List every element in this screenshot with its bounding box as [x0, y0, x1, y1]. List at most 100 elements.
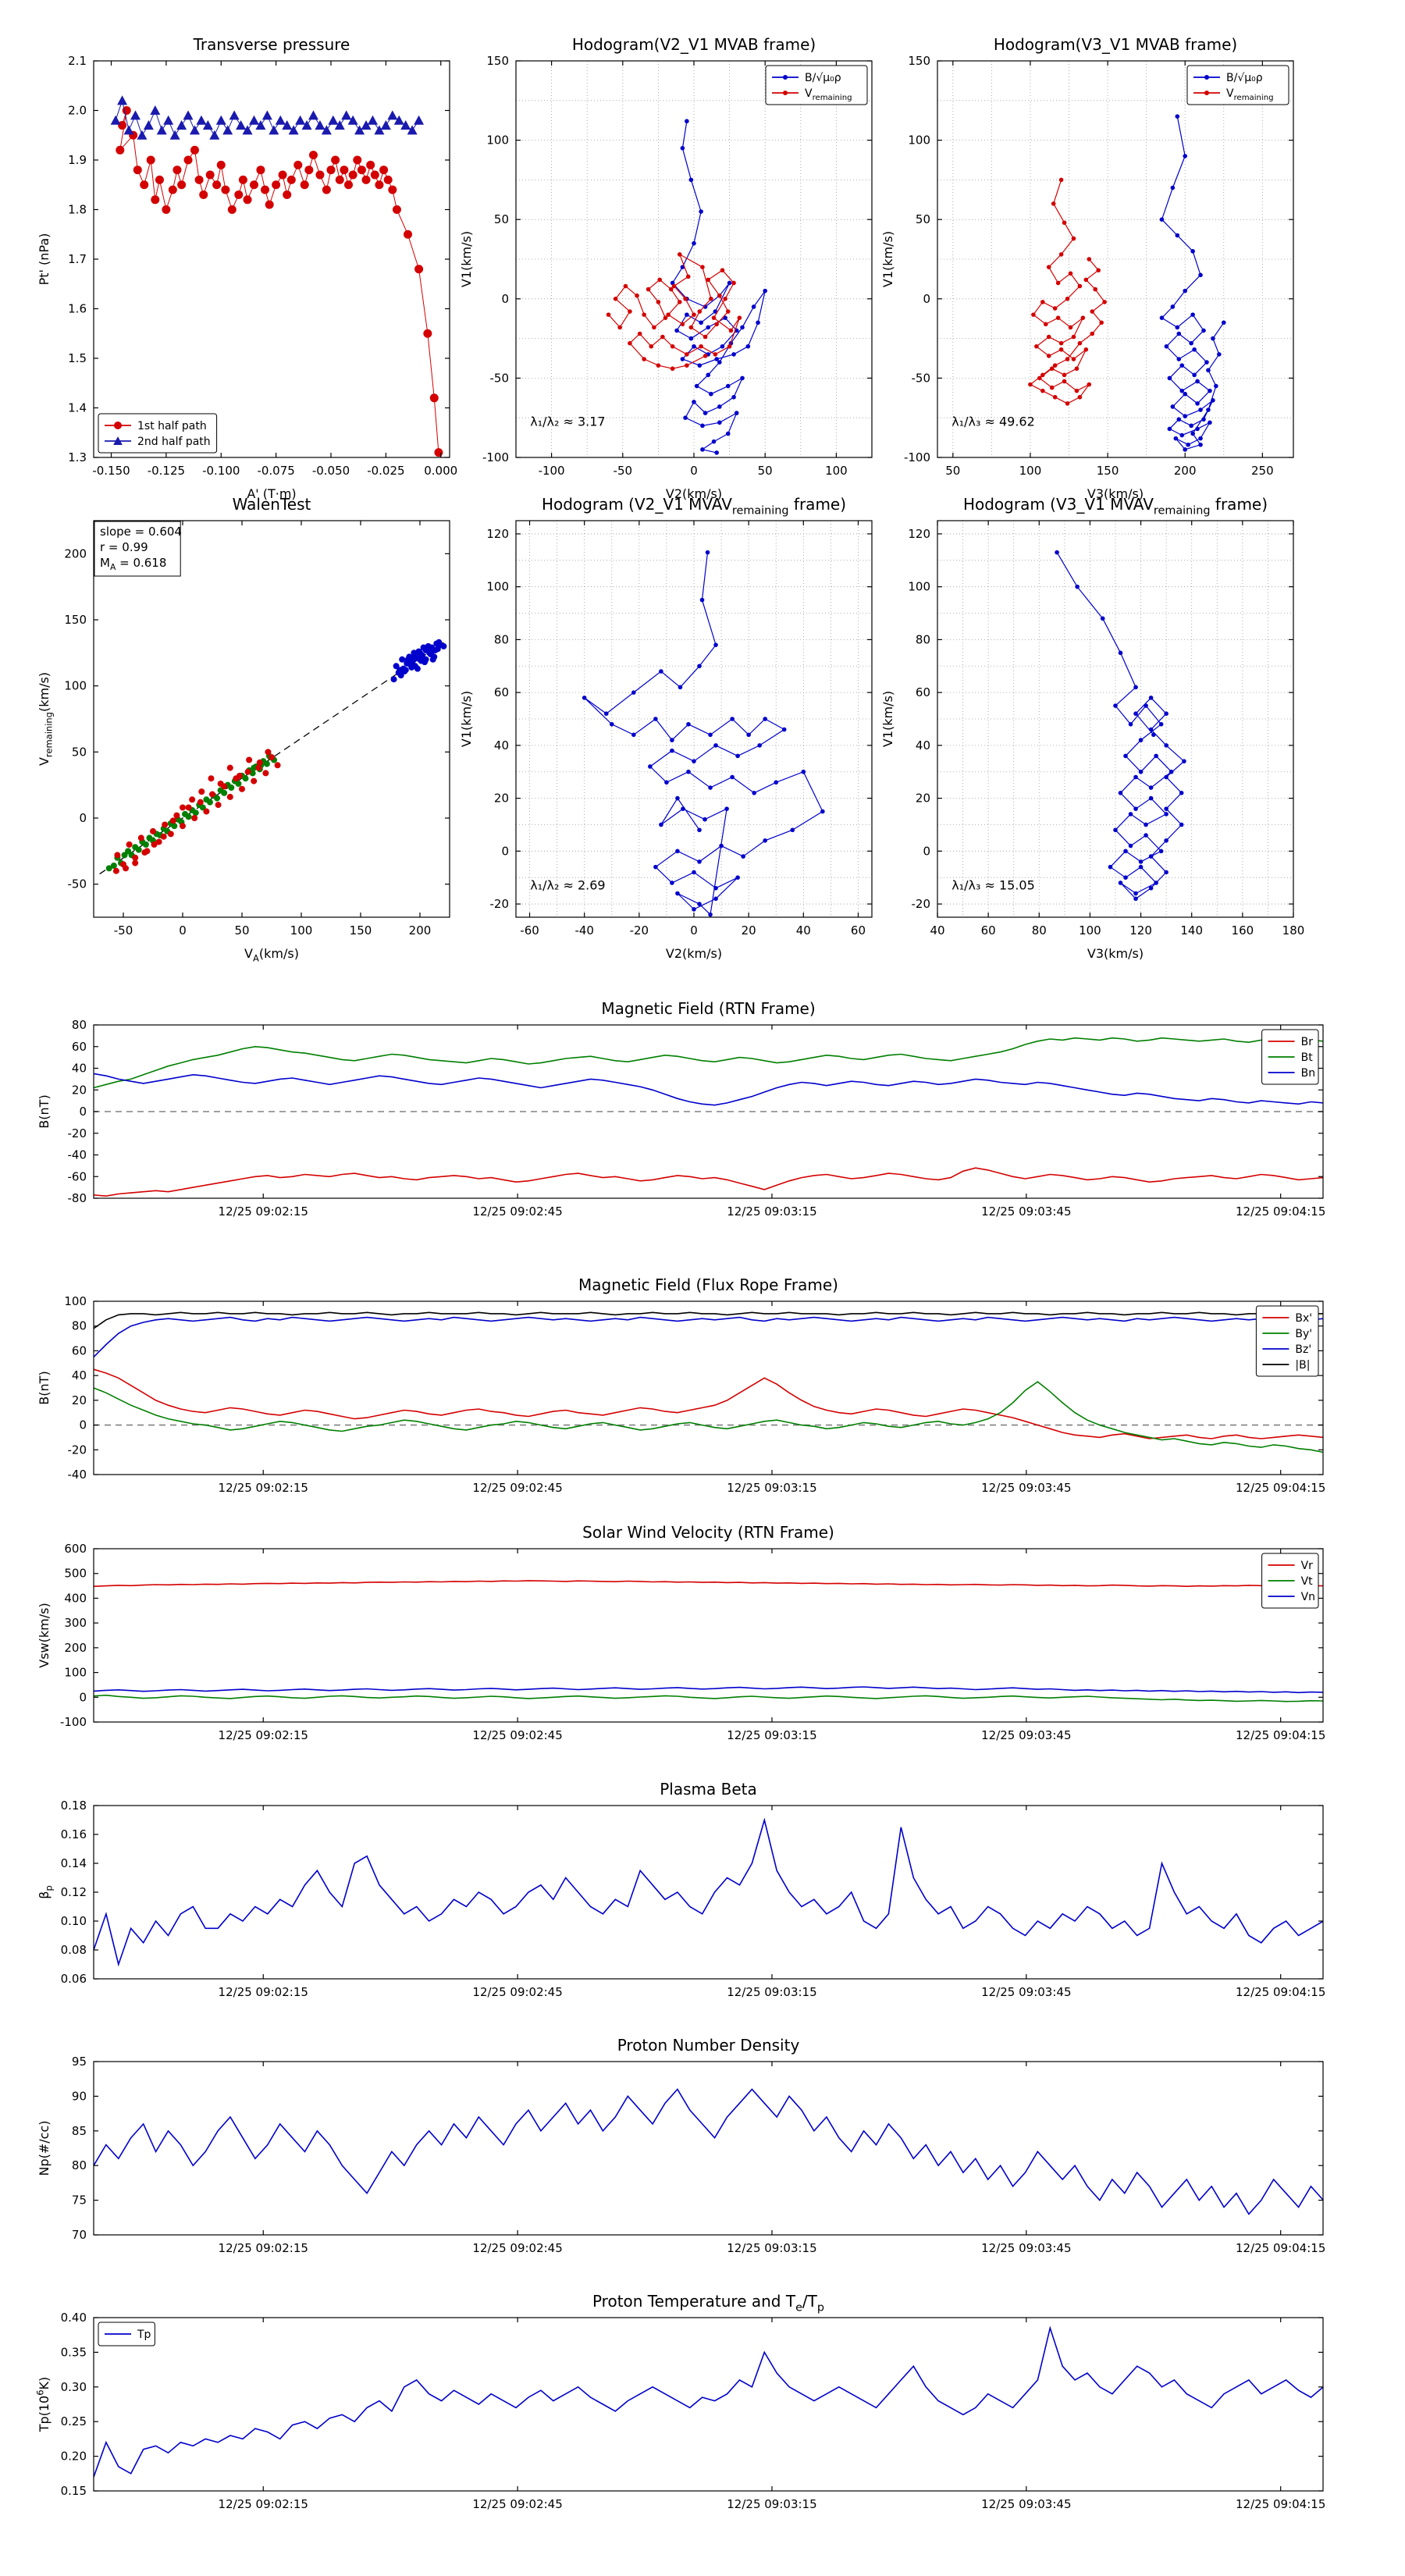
- svg-text:12/25 09:03:45: 12/25 09:03:45: [981, 1728, 1071, 1742]
- svg-text:100: 100: [825, 464, 848, 478]
- svg-text:12/25 09:03:45: 12/25 09:03:45: [981, 1481, 1071, 1495]
- svg-text:0: 0: [690, 923, 698, 938]
- chart-proton-number-density: 12/25 09:02:15 12/25 09:02:45 12/25 09:03:…: [37, 2036, 1325, 2255]
- svg-text:V1(km/s): V1(km/s): [880, 231, 895, 287]
- svg-text:0.06: 0.06: [61, 1972, 87, 1986]
- svg-text:1.4: 1.4: [68, 401, 87, 415]
- legend-box: [1186, 65, 1289, 105]
- svg-text:2.0: 2.0: [68, 104, 87, 118]
- svg-text:60: 60: [72, 1040, 87, 1054]
- svg-text:250: 250: [1251, 464, 1274, 478]
- svg-text:-100: -100: [539, 464, 565, 478]
- svg-text:-0.075: -0.075: [257, 464, 294, 478]
- svg-text:-40: -40: [68, 1148, 87, 1162]
- chart-title-transverse-pressure: Transverse pressure: [193, 35, 350, 54]
- svg-text:|B|: |B|: [1295, 1359, 1310, 1372]
- svg-text:100: 100: [908, 133, 930, 148]
- svg-text:0.15: 0.15: [61, 2484, 87, 2498]
- svg-text:-100: -100: [482, 450, 509, 464]
- svg-text:12/25 09:02:45: 12/25 09:02:45: [472, 1728, 562, 1742]
- stats-textbox: [94, 521, 181, 577]
- svg-text:Bt: Bt: [1301, 1051, 1314, 1064]
- svg-text:20: 20: [72, 1083, 87, 1097]
- svg-text:12/25 09:03:45: 12/25 09:03:45: [981, 2497, 1071, 2511]
- svg-text:12/25 09:02:45: 12/25 09:02:45: [472, 1204, 562, 1219]
- chart-solar-wind-velocity: 12/25 09:02:15 12/25 09:02:45 12/25 09:03:…: [37, 1523, 1325, 1742]
- svg-text:100: 100: [486, 133, 509, 148]
- svg-text:βp: βp: [37, 1885, 54, 1899]
- svg-text:0.10: 0.10: [61, 1914, 87, 1928]
- svg-text:0: 0: [690, 464, 698, 478]
- annotation: λ₁/λ₂ ≈ 3.17: [530, 414, 605, 429]
- svg-text:12/25 09:04:15: 12/25 09:04:15: [1236, 1204, 1325, 1219]
- svg-text:Vn: Vn: [1301, 1591, 1315, 1603]
- svg-text:Bx': Bx': [1295, 1312, 1312, 1325]
- svg-text:0.14: 0.14: [61, 1856, 87, 1870]
- chart-hodogram-v2v1-mvab: -100 -50 0 50 100 -100 -50 0 50 100 150 Hodogram(V2…: [459, 35, 873, 501]
- svg-text:1.8: 1.8: [68, 203, 87, 217]
- svg-text:60: 60: [916, 685, 930, 699]
- svg-text:r = 0.99: r = 0.99: [100, 540, 148, 554]
- svg-text:200: 200: [409, 923, 432, 938]
- svg-text:Vr: Vr: [1301, 1560, 1314, 1572]
- svg-text:-0.025: -0.025: [367, 464, 404, 478]
- svg-text:-50: -50: [614, 464, 633, 478]
- svg-text:Pt' (nPa): Pt' (nPa): [37, 233, 52, 286]
- svg-text:50: 50: [758, 464, 773, 478]
- svg-text:120: 120: [908, 527, 930, 541]
- svg-text:12/25 09:03:15: 12/25 09:03:15: [727, 1481, 816, 1495]
- svg-text:120: 120: [1129, 923, 1152, 938]
- svg-text:100: 100: [290, 923, 313, 938]
- svg-text:12/25 09:02:15: 12/25 09:02:15: [219, 1204, 308, 1219]
- svg-text:Vt: Vt: [1301, 1575, 1314, 1588]
- svg-text:-0.125: -0.125: [148, 464, 185, 478]
- svg-text:-20: -20: [912, 897, 931, 911]
- svg-text:12/25 09:02:45: 12/25 09:02:45: [472, 1985, 562, 1999]
- chart-plasma-beta: 12/25 09:02:15 12/25 09:02:45 12/25 09:03:…: [37, 1780, 1325, 1999]
- chart-title-hodogram-v2v1-mvav: Hodogram (V2_V1 MVAVremaining frame): [542, 495, 846, 518]
- svg-text:150: 150: [486, 54, 509, 68]
- svg-text:12/25 09:03:15: 12/25 09:03:15: [727, 2497, 816, 2511]
- svg-text:150: 150: [64, 613, 87, 627]
- svg-text:-0.050: -0.050: [312, 464, 350, 478]
- svg-text:0: 0: [501, 292, 509, 306]
- svg-text:100: 100: [64, 679, 87, 693]
- svg-text:Np(#/cc): Np(#/cc): [37, 2121, 52, 2176]
- svg-text:0: 0: [79, 1105, 87, 1119]
- svg-text:0.20: 0.20: [61, 2450, 87, 2464]
- svg-text:-20: -20: [630, 923, 649, 938]
- svg-text:12/25 09:04:15: 12/25 09:04:15: [1236, 2497, 1325, 2511]
- svg-text:12/25 09:04:15: 12/25 09:04:15: [1236, 1728, 1325, 1742]
- svg-text:100: 100: [486, 580, 509, 594]
- svg-text:Vremaining(km/s): Vremaining(km/s): [37, 672, 54, 766]
- chart-transverse-pressure: -0.150 -0.125 -0.100 -0.075 -0.050 -0.025 0.00…: [37, 35, 457, 501]
- svg-text:12/25 09:04:15: 12/25 09:04:15: [1236, 1985, 1325, 1999]
- svg-text:2nd half path: 2nd half path: [137, 436, 211, 448]
- chart-title-proton-number-density: Proton Number Density: [617, 2036, 800, 2055]
- chart-title-proton-temperature: Proton Temperature and Te/Tp: [592, 2292, 824, 2314]
- svg-text:12/25 09:03:15: 12/25 09:03:15: [727, 1728, 816, 1742]
- svg-text:12/25 09:02:15: 12/25 09:02:15: [219, 1728, 308, 1742]
- svg-text:1.7: 1.7: [68, 252, 87, 266]
- svg-text:-40: -40: [574, 923, 594, 938]
- svg-text:100: 100: [1079, 923, 1101, 938]
- svg-text:80: 80: [72, 2158, 87, 2172]
- svg-text:600: 600: [64, 1542, 87, 1556]
- svg-text:V3(km/s): V3(km/s): [1087, 486, 1144, 501]
- svg-text:B(nT): B(nT): [37, 1371, 52, 1404]
- svg-text:0: 0: [501, 844, 509, 858]
- chart-title-hodogram-v2v1-mvab: Hodogram(V2_V1 MVAB frame): [572, 35, 816, 54]
- svg-text:-20: -20: [68, 1443, 87, 1457]
- svg-text:85: 85: [72, 2124, 87, 2138]
- svg-text:12/25 09:02:15: 12/25 09:02:15: [219, 2497, 308, 2511]
- svg-text:V2(km/s): V2(km/s): [666, 486, 722, 501]
- svg-text:V1(km/s): V1(km/s): [459, 231, 474, 287]
- svg-text:slope = 0.604: slope = 0.604: [100, 525, 182, 539]
- svg-text:-20: -20: [68, 1126, 87, 1140]
- svg-text:0: 0: [79, 1690, 87, 1704]
- svg-text:80: 80: [916, 632, 930, 646]
- chart-proton-temperature: 12/25 09:02:15 12/25 09:02:45 12/25 09:03:…: [34, 2292, 1325, 2511]
- svg-text:12/25 09:03:45: 12/25 09:03:45: [981, 2241, 1071, 2255]
- chart-title-magnetic-field-flux-rope: Magnetic Field (Flux Rope Frame): [578, 1276, 838, 1294]
